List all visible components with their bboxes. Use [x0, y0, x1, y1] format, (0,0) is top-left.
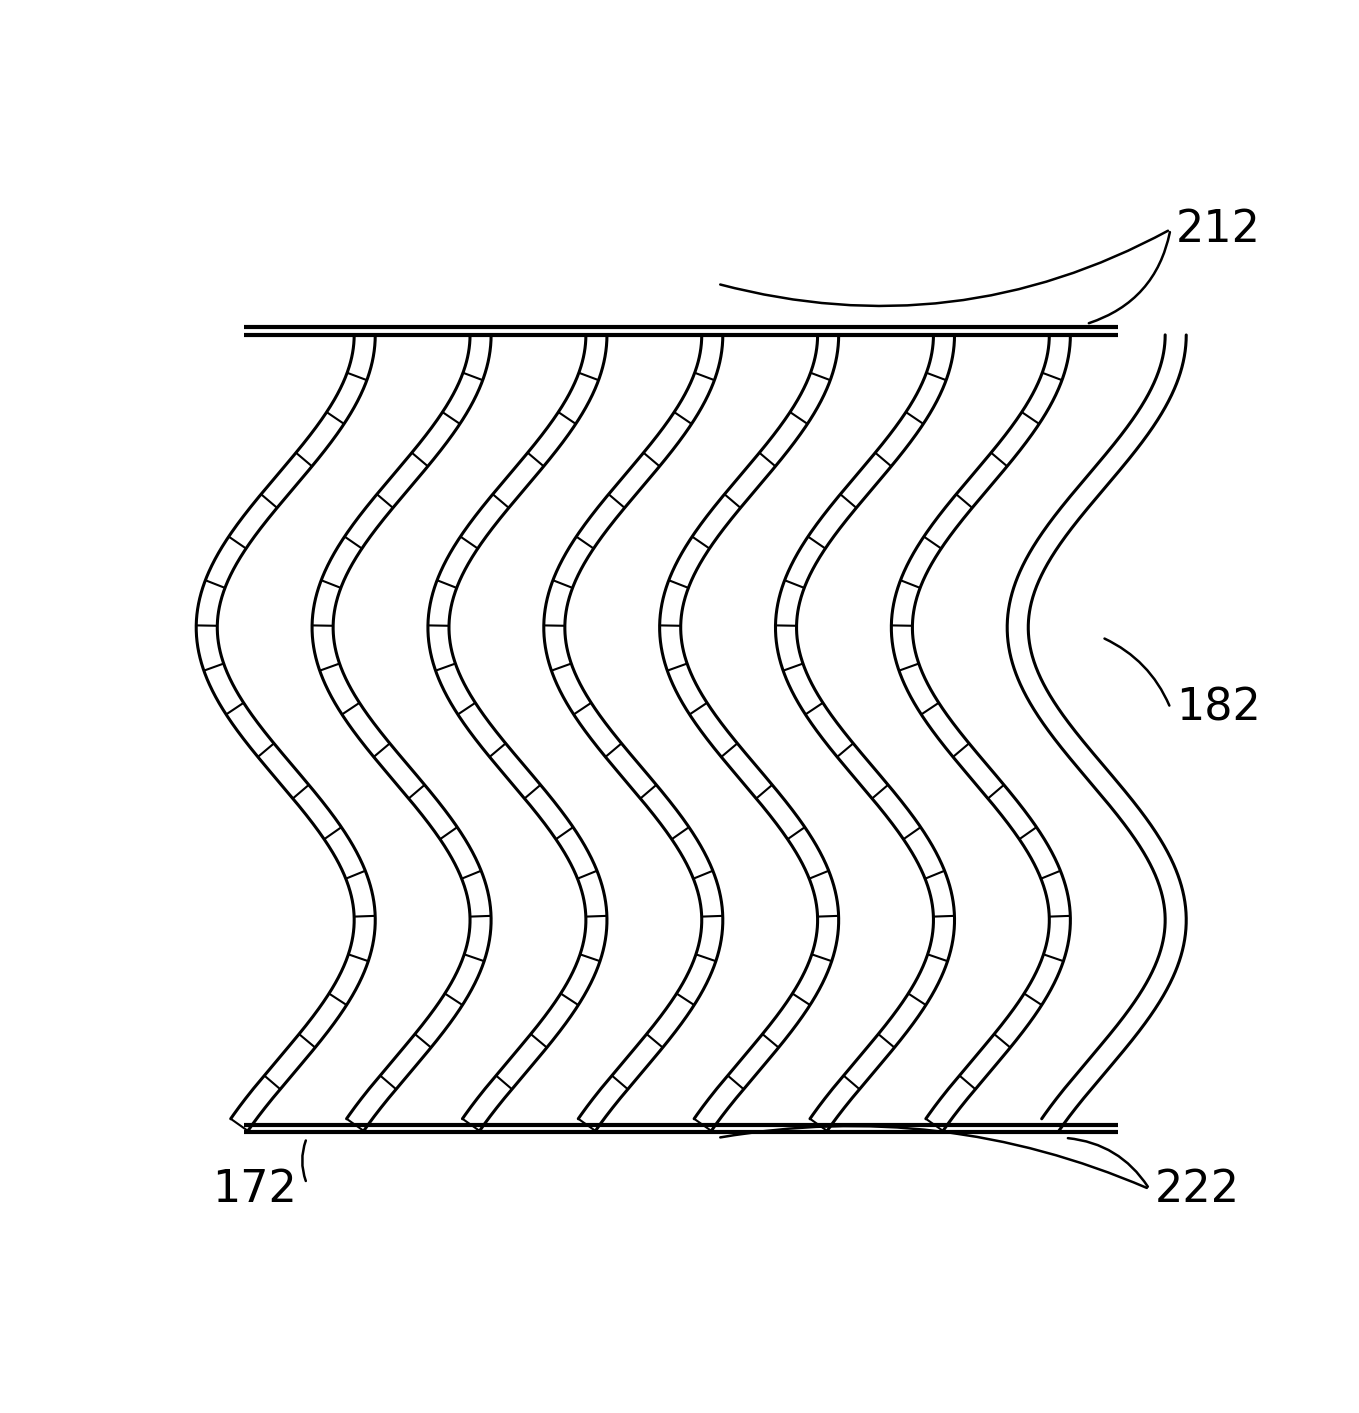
- Text: 172: 172: [212, 1167, 296, 1211]
- Text: 222: 222: [1155, 1167, 1239, 1211]
- Text: 182: 182: [1176, 687, 1261, 729]
- Text: 212: 212: [1176, 208, 1261, 252]
